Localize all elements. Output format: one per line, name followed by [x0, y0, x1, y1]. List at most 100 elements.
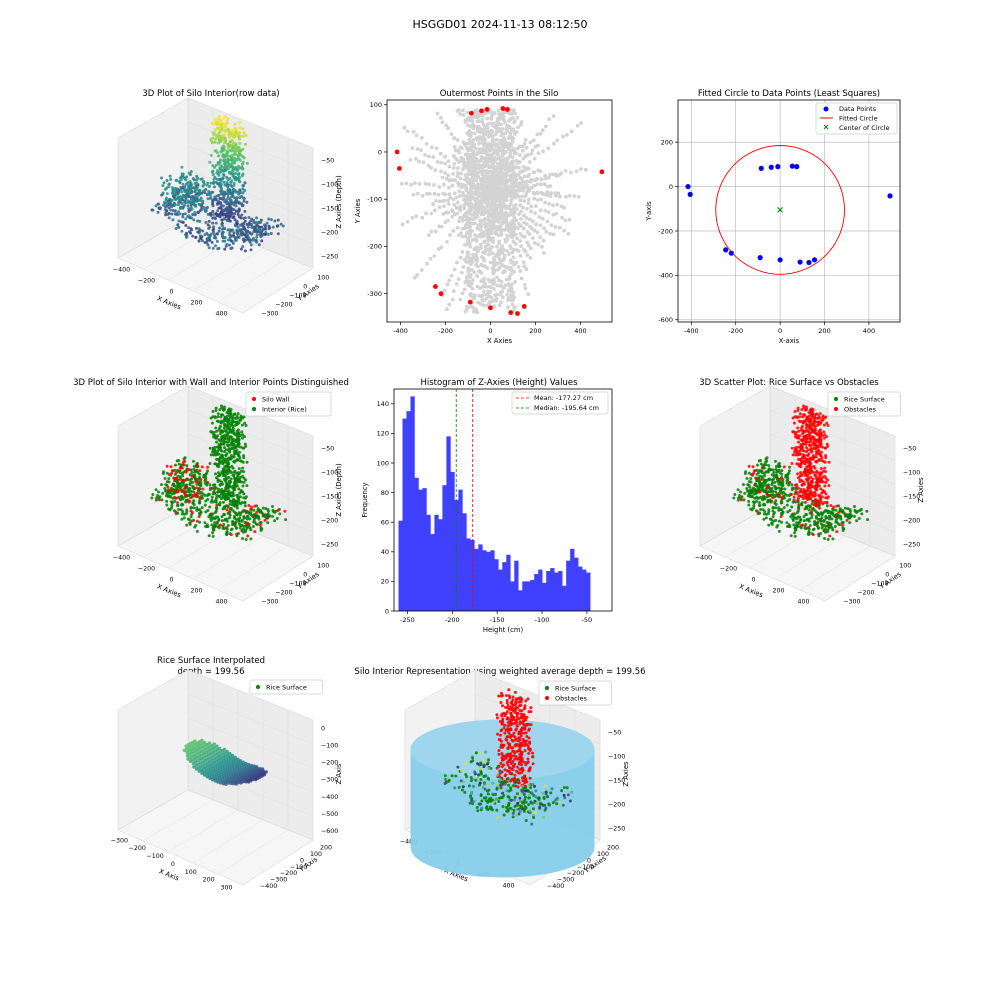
outer-gray-point	[471, 254, 476, 259]
wall3d-point	[227, 447, 231, 451]
raw3d-point	[213, 197, 217, 201]
wall3d-point	[235, 429, 239, 433]
outer-gray-point	[515, 236, 519, 241]
outer-gray-point	[472, 294, 477, 299]
wall3d-xlabel: X Axies	[156, 582, 183, 599]
wall3d-point	[165, 489, 169, 493]
outer-gray-point	[444, 123, 449, 128]
obst3d-point	[828, 522, 832, 526]
outer-xtick-label-1: -200	[438, 327, 453, 335]
wall3d-point	[239, 416, 243, 420]
raw3d-point	[181, 212, 185, 216]
raw3d-point	[167, 182, 171, 186]
outer-gray-point	[411, 129, 416, 134]
wall3d-point	[183, 492, 187, 496]
outer-gray-point	[500, 295, 505, 300]
raw3d-point	[228, 188, 232, 192]
raw3d-point	[234, 165, 238, 169]
wall3d-point	[214, 472, 218, 476]
outer-gray-point	[476, 264, 480, 269]
wall3d-point	[237, 467, 241, 471]
raw3d-point	[171, 218, 175, 222]
outer-gray-point	[548, 184, 553, 188]
hist-bar-39	[554, 572, 559, 611]
wall3d-point	[273, 519, 277, 523]
outer-gray-point	[500, 182, 505, 186]
outer-gray-point	[457, 189, 462, 194]
outer-gray-point	[424, 211, 428, 216]
obst3d-xlabel: X Axies	[738, 582, 765, 599]
hist-xtick-label-2: -150	[490, 616, 505, 624]
hist-bar-5	[418, 489, 423, 611]
obst3d-point	[831, 537, 835, 541]
wall3d-point	[170, 471, 174, 475]
raw3d-point	[276, 232, 280, 236]
outer-ytick-label-3: 0	[378, 148, 382, 156]
outer-gray-point	[456, 277, 461, 281]
wall3d-point	[218, 408, 222, 412]
wall3d-legend-marker-1	[252, 407, 256, 411]
wall3d-point	[238, 491, 242, 495]
outer-gray-point	[466, 266, 471, 271]
outer-gray-point	[507, 275, 512, 279]
outer-gray-point	[484, 292, 488, 297]
raw3d-point	[226, 185, 230, 189]
raw3d-point	[180, 201, 184, 205]
raw3d-point	[201, 201, 205, 205]
outer-xtick-label-2: 0	[488, 327, 492, 335]
raw3d-point	[238, 188, 242, 192]
raw3d-point	[223, 239, 227, 243]
wall3d-point	[181, 503, 185, 507]
wall3d-point	[226, 504, 230, 508]
outer-gray-point	[513, 242, 518, 246]
obst3d-point	[779, 501, 783, 505]
raw3d-point	[212, 236, 216, 240]
raw3d-point	[234, 171, 238, 175]
raw3d-point	[196, 176, 200, 180]
wall3d-point	[193, 473, 197, 477]
raw3d-point	[206, 197, 210, 201]
obst3d-point	[838, 507, 842, 511]
outer-gray-point	[446, 185, 451, 190]
outer-gray-point	[512, 129, 517, 134]
raw3d-point	[199, 191, 203, 195]
raw3d-point	[239, 233, 243, 237]
outer-gray-point	[498, 260, 503, 265]
outer-gray-point	[492, 159, 497, 163]
hist-bar-27	[506, 554, 511, 611]
wall3d-point	[220, 413, 224, 417]
outer-gray-point	[538, 131, 543, 136]
outer-gray-point	[462, 203, 467, 207]
outer-gray-point	[509, 272, 514, 277]
obst3d-ztick-4: −250	[903, 541, 920, 548]
obst3d-point	[787, 524, 791, 528]
raw3d-point	[229, 183, 233, 187]
outer-gray-point	[518, 253, 523, 258]
outer-gray-point	[507, 167, 512, 171]
raw3d-point	[177, 210, 181, 214]
legend-marker-data-points	[823, 106, 829, 112]
outer-gray-point	[505, 157, 509, 162]
outer-gray-point	[458, 297, 463, 302]
hist-bar-43	[570, 548, 575, 611]
raw3d-point	[262, 223, 266, 227]
obst3d-point	[807, 508, 811, 512]
raw3d-point	[219, 135, 223, 139]
raw3d-point	[217, 229, 221, 233]
raw3d-point	[232, 234, 236, 238]
raw3d-point	[198, 209, 202, 213]
obst3d-point	[852, 505, 856, 509]
obst3d-point	[826, 528, 830, 532]
outer-gray-point	[440, 175, 445, 180]
raw3d-point	[279, 222, 283, 226]
wall3d-point	[244, 537, 248, 541]
wall3d-point	[258, 521, 262, 525]
outer-gray-point	[539, 190, 544, 195]
outer-gray-point	[466, 260, 470, 264]
outer-gray-point	[562, 205, 566, 210]
wall3d-point	[164, 494, 168, 498]
raw3d-point	[156, 210, 160, 214]
obst3d-point	[800, 503, 804, 507]
outer-gray-point	[524, 146, 529, 150]
wall3d-point	[225, 495, 229, 499]
